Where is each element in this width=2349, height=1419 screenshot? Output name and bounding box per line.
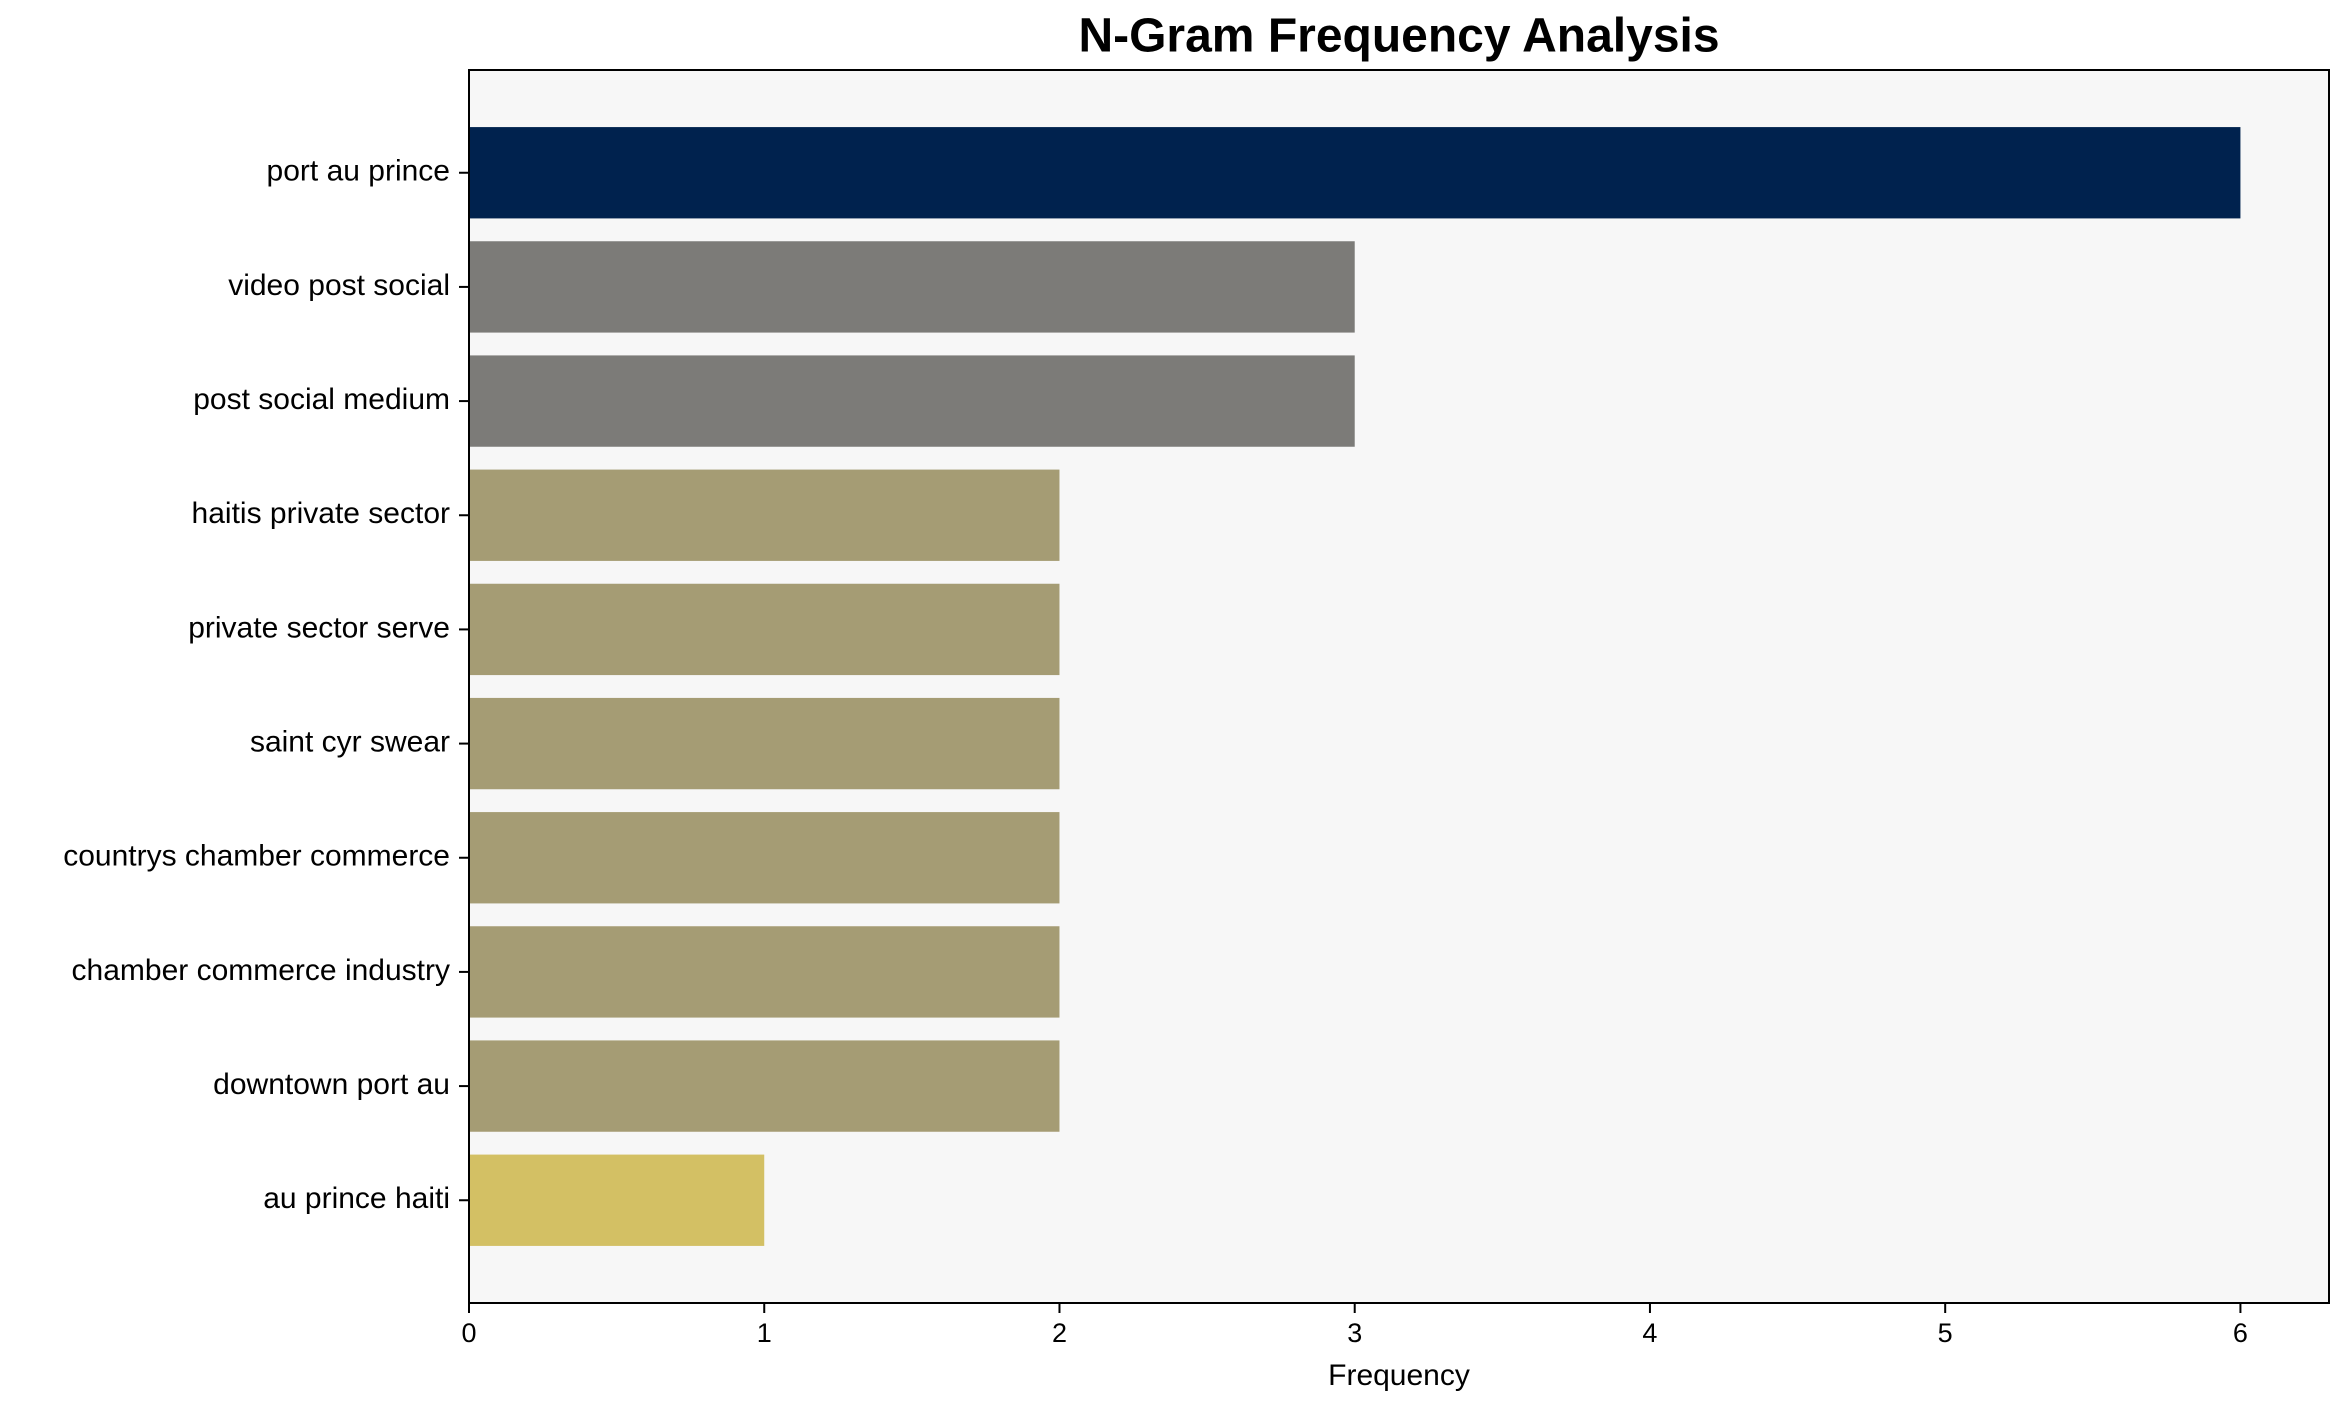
y-tick-label: chamber commerce industry xyxy=(72,954,450,987)
y-tick-label: private sector serve xyxy=(188,611,450,644)
bar xyxy=(469,127,2241,219)
bar xyxy=(469,355,1355,447)
bar xyxy=(469,812,1060,904)
bar xyxy=(469,926,1060,1018)
bar xyxy=(469,583,1060,676)
x-tick-label: 0 xyxy=(461,1318,476,1348)
y-tick-label: saint cyr swear xyxy=(250,726,450,759)
bar xyxy=(469,469,1060,561)
y-tick-label: port au prince xyxy=(267,155,450,188)
x-tick-label: 6 xyxy=(2233,1318,2248,1348)
bar xyxy=(469,241,1355,333)
y-tick-label: countrys chamber commerce xyxy=(63,840,450,873)
x-axis-label: Frequency xyxy=(1328,1359,1470,1392)
x-tick-label: 5 xyxy=(1938,1318,1953,1348)
x-tick-label: 3 xyxy=(1347,1318,1362,1348)
y-tick-label: haitis private sector xyxy=(192,497,450,530)
y-tick-label: video post social xyxy=(228,269,450,302)
chart-title: N-Gram Frequency Analysis xyxy=(1078,10,1719,63)
bar xyxy=(469,1040,1060,1132)
bar xyxy=(469,697,1060,790)
x-tick-label: 4 xyxy=(1642,1318,1657,1348)
x-tick-label: 1 xyxy=(757,1318,772,1348)
x-tick-label: 2 xyxy=(1052,1318,1067,1348)
y-tick-label: downtown port au xyxy=(213,1068,450,1101)
plot-frame xyxy=(468,69,2330,1304)
bar xyxy=(469,1154,765,1246)
y-tick-label: post social medium xyxy=(193,383,450,416)
y-tick-label: au prince haiti xyxy=(263,1182,450,1215)
